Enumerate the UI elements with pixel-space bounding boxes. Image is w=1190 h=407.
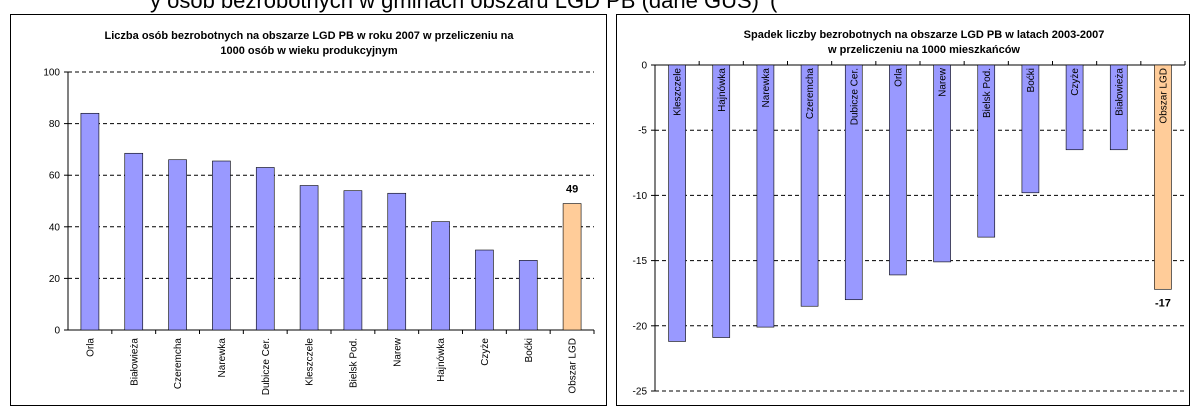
x-tick-label: Kleszczele xyxy=(673,68,684,116)
bar-orla xyxy=(80,112,100,331)
y-tick-label: -25 xyxy=(633,387,648,398)
chart-title-line-2: w przeliczeniu na 1000 mieszkańców xyxy=(827,44,1020,56)
x-tick-label: Narewka xyxy=(217,338,228,378)
y-tick-label: -20 xyxy=(633,321,648,332)
bar-czy-e xyxy=(1065,64,1084,151)
bar-dubicze-cer xyxy=(255,167,275,331)
bar-orla xyxy=(889,64,907,276)
bar-czeremcha xyxy=(168,159,187,331)
bar-narew xyxy=(933,64,951,263)
y-tick-label: 100 xyxy=(43,68,60,79)
x-tick-label: Narew xyxy=(938,67,949,97)
bar-narew xyxy=(387,192,407,331)
x-tick-label: Dubicze Cer. xyxy=(849,68,860,125)
x-tick-label: Białowieża xyxy=(1114,68,1125,116)
x-tick-label: Orla xyxy=(85,338,96,357)
bar-narewka xyxy=(756,64,775,328)
y-tick-label: 40 xyxy=(49,222,61,233)
chart-decline-2003-2007: Spadek liczby bezrobotnych na obszarze L… xyxy=(633,29,1186,398)
x-tick-label: Hajnówka xyxy=(436,338,447,382)
bar-kleszczele xyxy=(299,185,319,331)
bar-dubicze-cer xyxy=(844,64,863,301)
x-tick-label: Białowieża xyxy=(129,338,140,386)
chart-title-line-2: 1000 osób w wieku produkcyjnym xyxy=(220,45,397,57)
bar-hajn-wka xyxy=(431,221,450,331)
y-tick-label: 20 xyxy=(49,274,61,285)
bar-bo-ki xyxy=(1021,64,1040,194)
partial-heading-right: ( xyxy=(770,0,778,13)
y-tick-label: -10 xyxy=(633,191,648,202)
x-tick-label: Czeremcha xyxy=(805,68,816,120)
y-tick-label: -15 xyxy=(633,256,648,267)
x-tick-label: Obszar LGD xyxy=(568,338,579,394)
x-tick-label: Orla xyxy=(893,68,904,87)
bar-hajn-wka xyxy=(712,64,731,338)
x-tick-label: Bielsk Pod. xyxy=(348,338,359,388)
x-tick-label: Bielsk Pod. xyxy=(982,68,993,118)
bar-czy-e xyxy=(475,249,494,331)
bar-bielsk-pod xyxy=(343,190,363,331)
x-tick-label: Obszar LGD xyxy=(1158,68,1169,124)
x-tick-label: Hajnówka xyxy=(717,68,728,112)
data-label: -17 xyxy=(1155,297,1171,309)
x-tick-label: Boćki xyxy=(524,338,535,362)
y-tick-label: 60 xyxy=(49,171,61,182)
x-tick-label: Kleszczele xyxy=(305,338,316,386)
bar-narewka xyxy=(212,160,231,331)
bar-obszar-lgd xyxy=(562,203,582,331)
bar-bia-owie-a xyxy=(1109,64,1128,151)
x-tick-label: Narewka xyxy=(761,68,772,108)
x-tick-label: Czeremcha xyxy=(173,338,184,390)
x-tick-label: Dubicze Cer. xyxy=(261,338,272,395)
data-label: 49 xyxy=(566,184,578,196)
chart-unemployment-2007: Liczba osób bezrobotnych na obszarze LGD… xyxy=(43,30,595,395)
y-tick-label: -5 xyxy=(638,126,647,137)
x-tick-label: Czyże xyxy=(480,338,491,366)
chart-title-line-1: Spadek liczby bezrobotnych na obszarze L… xyxy=(744,29,1105,41)
bar-bia-owie-a xyxy=(124,152,144,331)
partial-heading-left: y osób bezrobotnych w gminach obszaru LG… xyxy=(150,0,759,13)
bar-bielsk-pod xyxy=(977,64,996,238)
chart-panel-unemployment-2007: Liczba osób bezrobotnych na obszarze LGD… xyxy=(10,14,607,406)
x-tick-label: Narew xyxy=(392,337,403,367)
y-tick-label: 0 xyxy=(54,326,60,337)
bar-kleszczele xyxy=(668,64,686,342)
chart-title-line-1: Liczba osób bezrobotnych na obszarze LGD… xyxy=(105,30,515,42)
x-tick-label: Boćki xyxy=(1026,68,1037,92)
x-tick-label: Czyże xyxy=(1070,68,1081,96)
bar-obszar-lgd xyxy=(1154,64,1172,290)
chart-panel-decline-2003-2007: Spadek liczby bezrobotnych na obszarze L… xyxy=(616,14,1190,406)
bar-bo-ki xyxy=(518,260,538,331)
y-tick-label: 0 xyxy=(641,61,647,72)
y-tick-label: 80 xyxy=(49,119,61,130)
bar-czeremcha xyxy=(800,64,819,307)
